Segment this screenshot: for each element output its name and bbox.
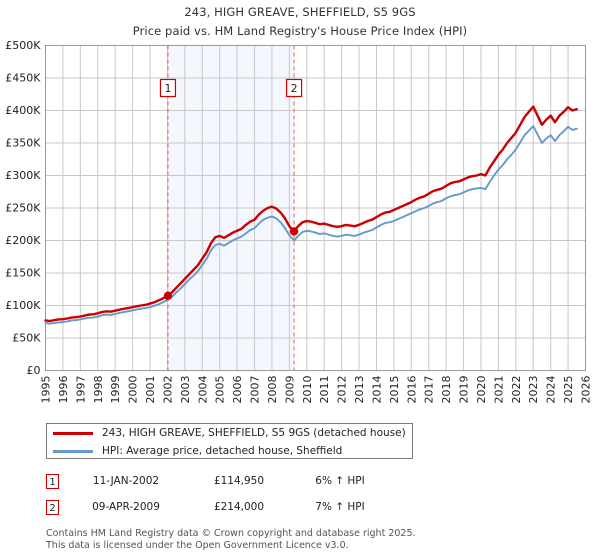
- x-axis-tick-label: 2016: [405, 376, 418, 404]
- series-line-property: [44, 105, 578, 323]
- legend-label-property: 243, HIGH GREAVE, SHEFFIELD, S5 9GS (det…: [102, 427, 406, 439]
- sale-marker-badge-1: 1: [46, 473, 59, 489]
- x-axis-tick-label: 2022: [510, 376, 523, 404]
- sale-point-dot: [289, 227, 299, 236]
- legend-swatch-hpi: [53, 449, 93, 453]
- y-axis-tick-label: £0: [27, 364, 41, 377]
- x-axis-tick-label: 2000: [127, 376, 140, 404]
- x-axis-tick-label: 2003: [179, 376, 192, 404]
- price-history-line-chart: £0 £50K £100K £150K £200K £250K £300K £350K £400…: [5, 39, 593, 404]
- x-axis-tick-label: 2007: [249, 376, 262, 404]
- sale-marker-badge: [285, 78, 303, 98]
- sale-marker-badge-label: 2: [291, 82, 298, 95]
- x-axis-tick-label: 1999: [109, 376, 122, 404]
- y-axis-tick-label: £50K: [12, 332, 41, 345]
- legend-item-hpi: HPI: Average price, detached house, Shef…: [47, 442, 412, 460]
- y-axis-tick-label: £150K: [5, 267, 41, 280]
- sale-date-1: 11-JAN-2002: [92, 475, 160, 487]
- x-axis-tick-label: 2006: [231, 376, 244, 404]
- x-axis-tick-label: 2005: [214, 376, 227, 404]
- x-axis-tick-label: 2009: [283, 376, 296, 404]
- x-axis-tick-label: 2019: [458, 376, 471, 404]
- sale-price-2: £214,000: [213, 501, 265, 513]
- x-axis-tick-label: 2002: [161, 376, 174, 404]
- sale-point-dot: [163, 291, 173, 300]
- sale-hpi-delta-1: 6% ↑ HPI: [315, 475, 365, 487]
- legend-swatch-property: [53, 431, 93, 435]
- footer-line-1: Contains HM Land Registry data © Crown c…: [46, 528, 416, 539]
- sales-annotation-table: 1 11-JAN-2002 £114,950 6% ↑ HPI 2 09-APR…: [46, 468, 466, 520]
- x-axis-tick-label: 2011: [318, 376, 331, 404]
- x-axis-tick-label: 2014: [370, 376, 383, 404]
- y-axis-tick-label: £100K: [5, 299, 41, 312]
- x-axis-tick-label: 2020: [475, 376, 488, 404]
- x-axis-tick-label: 2008: [266, 376, 279, 404]
- x-axis-tick-label: 2017: [423, 376, 436, 404]
- sale-marker-badge-2: 2: [46, 499, 59, 515]
- chart-subtitle: Price paid vs. HM Land Registry's House …: [132, 24, 468, 38]
- chart-legend: 243, HIGH GREAVE, SHEFFIELD, S5 9GS (det…: [46, 423, 413, 459]
- y-axis-tick-label: £300K: [5, 169, 41, 182]
- x-axis-tick-label: 2004: [196, 376, 209, 404]
- x-axis-tick-label: 2025: [562, 376, 575, 404]
- footer-attribution: Contains HM Land Registry data © Crown c…: [46, 528, 586, 552]
- sale-marker-badge: [159, 78, 177, 98]
- y-axis-tick-label: £500K: [5, 39, 41, 52]
- y-axis-tick-label: £350K: [5, 137, 41, 150]
- series-line-hpi: [44, 125, 578, 325]
- page-title: 243, HIGH GREAVE, SHEFFIELD, S5 9GS: [184, 5, 416, 19]
- x-axis-tick-label: 2018: [440, 376, 453, 404]
- sale-price-1: £114,950: [213, 475, 265, 487]
- x-axis-tick-label: 2012: [336, 376, 349, 404]
- table-row: 1 11-JAN-2002 £114,950 6% ↑ HPI: [46, 468, 466, 494]
- table-row: 2 09-APR-2009 £214,000 7% ↑ HPI: [46, 494, 466, 520]
- legend-item-property: 243, HIGH GREAVE, SHEFFIELD, S5 9GS (det…: [47, 424, 412, 442]
- y-axis-tick-label: £450K: [5, 72, 41, 85]
- x-axis-tick-label: 2013: [353, 376, 366, 404]
- sale-marker-badge-label: 1: [164, 82, 171, 95]
- x-axis-tick-label: 2015: [388, 376, 401, 404]
- sale-date-2: 09-APR-2009: [92, 501, 160, 513]
- x-axis-tick-label: 2024: [545, 376, 558, 404]
- x-axis-tick-label: 2021: [492, 376, 505, 404]
- title-block: 243, HIGH GREAVE, SHEFFIELD, S5 9GS Pric…: [0, 0, 600, 38]
- x-axis-tick-label: 2023: [527, 376, 540, 404]
- x-axis-tick-label: 2026: [580, 376, 593, 404]
- y-axis-tick-label: £400K: [5, 104, 41, 117]
- sale-hpi-delta-2: 7% ↑ HPI: [315, 501, 365, 513]
- chart-plot-area: £0 £50K £100K £150K £200K £250K £300K £350K £400…: [5, 39, 593, 404]
- x-axis-tick-label: 1998: [92, 376, 105, 404]
- y-axis-tick-label: £250K: [5, 202, 41, 215]
- footer-line-2: This data is licensed under the Open Gov…: [46, 540, 349, 551]
- x-axis-tick-label: 2010: [301, 376, 314, 404]
- x-axis-tick-label: 1996: [57, 376, 70, 404]
- plot-frame: [45, 45, 586, 371]
- x-axis-tick-label: 2001: [144, 376, 157, 404]
- legend-label-hpi: HPI: Average price, detached house, Shef…: [102, 445, 343, 457]
- x-axis-tick-label: 1997: [74, 376, 87, 404]
- x-axis-tick-label: 1995: [40, 376, 53, 404]
- y-axis-tick-label: £200K: [5, 234, 41, 247]
